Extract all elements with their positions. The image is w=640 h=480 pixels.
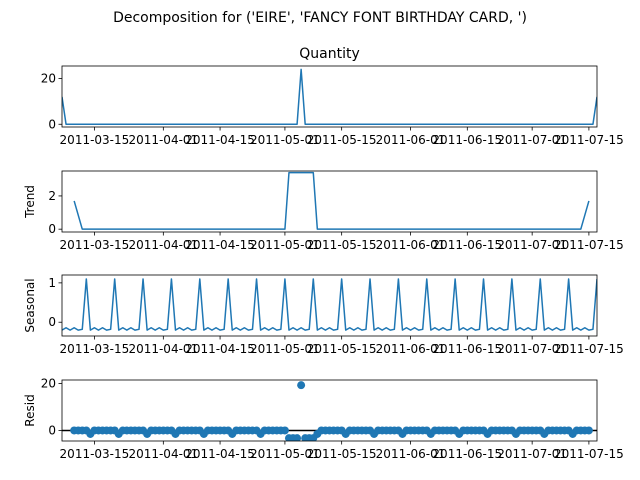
figure-title: Decomposition for ('EIRE', 'FANCY FONT B…: [113, 10, 527, 26]
x-tick-label: 2011-07-01: [497, 133, 567, 147]
x-tick-label: 2011-07-15: [554, 342, 624, 356]
x-tick-label: 2011-03-15: [60, 238, 130, 252]
y-tick-label: 20: [41, 377, 56, 391]
x-tick-label: 2011-07-15: [554, 447, 624, 461]
resid-point: [293, 434, 302, 441]
y-axis-label: Trend: [23, 185, 37, 219]
y-tick-label: 0: [48, 423, 56, 437]
x-tick-label: 2011-06-01: [376, 447, 446, 461]
x-tick-label: 2011-06-15: [432, 447, 502, 461]
seasonal-series: [62, 278, 597, 331]
y-axis-label: Resid: [23, 394, 37, 426]
y-tick-label: 0: [48, 117, 56, 131]
observed-line: [62, 68, 597, 126]
x-tick-label: 2011-05-15: [307, 447, 377, 461]
x-tick-label: 2011-04-15: [185, 238, 255, 252]
y-tick-label: 2: [48, 189, 56, 203]
seasonal-line: [62, 278, 597, 331]
x-tick-label: 2011-03-15: [60, 447, 130, 461]
resid-point: [584, 426, 593, 435]
x-tick-label: 2011-07-15: [554, 238, 624, 252]
x-tick-label: 2011-06-15: [432, 238, 502, 252]
x-tick-label: 2011-03-15: [60, 342, 130, 356]
x-tick-label: 2011-06-15: [432, 342, 502, 356]
trend-line: [73, 171, 590, 230]
axes-frame: [61, 65, 598, 128]
y-tick-label: 0: [48, 222, 56, 236]
x-tick-label: 2011-05-15: [307, 238, 377, 252]
x-tick-label: 2011-05-01: [250, 238, 320, 252]
y-tick-label: 20: [41, 72, 56, 86]
axes-frame: [61, 379, 598, 442]
x-tick-label: 2011-07-01: [497, 238, 567, 252]
x-tick-label: 2011-06-15: [432, 133, 502, 147]
y-tick-label: 0: [48, 315, 56, 329]
observed-series: [62, 68, 597, 126]
x-tick-label: 2011-04-15: [185, 342, 255, 356]
x-tick-label: 2011-03-15: [60, 133, 130, 147]
axes-frame: [61, 170, 598, 233]
x-tick-label: 2011-06-01: [376, 133, 446, 147]
x-tick-label: 2011-06-01: [376, 342, 446, 356]
trend-series: [73, 171, 590, 230]
x-tick-label: 2011-04-15: [185, 447, 255, 461]
panel-title: Quantity: [299, 46, 360, 62]
x-tick-label: 2011-07-01: [497, 342, 567, 356]
axes-frame: [61, 274, 598, 337]
x-tick-label: 2011-04-15: [185, 133, 255, 147]
x-tick-label: 2011-04-01: [128, 342, 198, 356]
x-tick-label: 2011-05-15: [307, 133, 377, 147]
x-tick-label: 2011-05-01: [250, 447, 320, 461]
resid-point: [280, 426, 289, 435]
x-tick-label: 2011-05-01: [250, 342, 320, 356]
x-tick-label: 2011-07-01: [497, 447, 567, 461]
x-tick-label: 2011-04-01: [128, 133, 198, 147]
x-tick-label: 2011-04-01: [128, 447, 198, 461]
resid-series: [62, 381, 597, 441]
x-tick-label: 2011-05-01: [250, 133, 320, 147]
x-tick-label: 2011-06-01: [376, 238, 446, 252]
y-tick-label: 1: [48, 276, 56, 290]
x-tick-label: 2011-04-01: [128, 238, 198, 252]
y-axis-label: Seasonal: [23, 278, 37, 332]
x-tick-label: 2011-05-15: [307, 342, 377, 356]
resid-point: [297, 381, 306, 390]
x-tick-label: 2011-07-15: [554, 133, 624, 147]
